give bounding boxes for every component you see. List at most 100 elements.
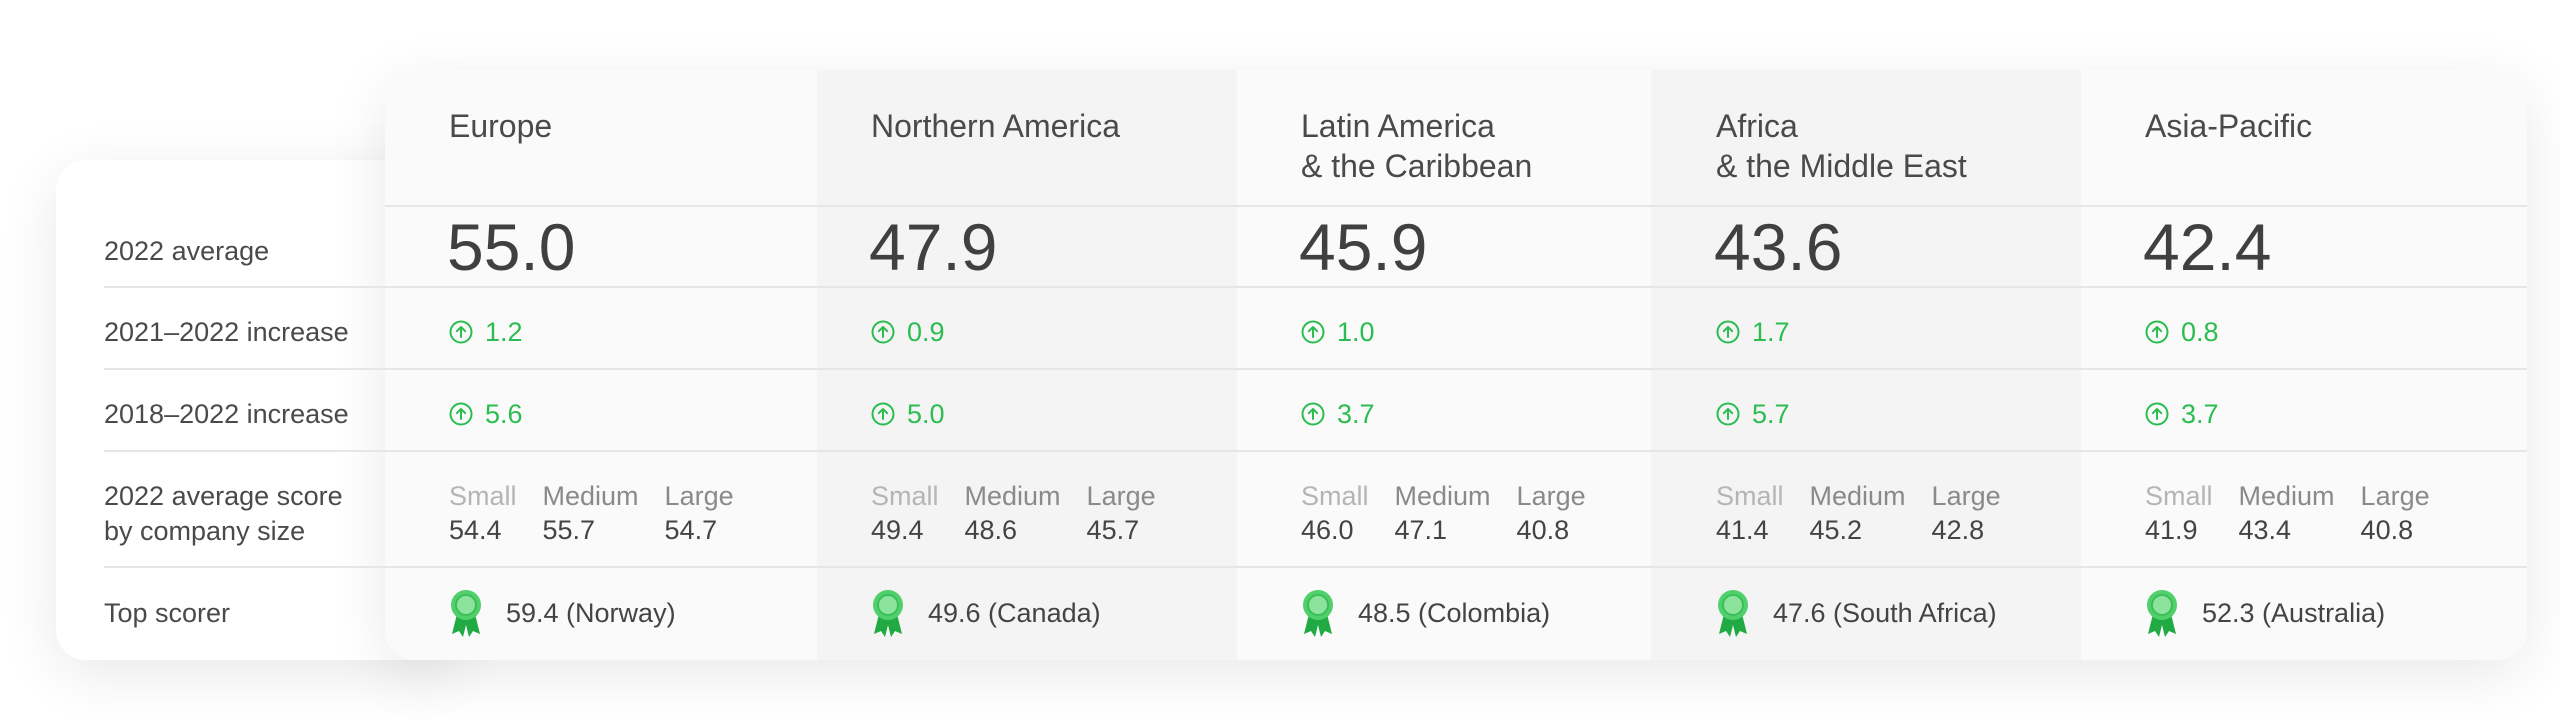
row-divider — [104, 450, 2527, 452]
size-label-large: Large — [2360, 481, 2430, 511]
arrow-up-circle-icon — [871, 320, 895, 344]
increase-value: 3.7 — [1337, 398, 1375, 429]
column-northern-america-bg — [817, 70, 1237, 660]
increase-value: 3.7 — [2181, 398, 2219, 429]
increase-2021-2022: 1.2 — [449, 314, 523, 350]
award-ribbon-icon — [451, 590, 481, 637]
arrow-up-circle-icon — [871, 402, 895, 426]
award-ribbon-icon — [1303, 590, 1333, 637]
increase-value: 0.8 — [2181, 316, 2219, 347]
row-divider — [104, 566, 2527, 568]
size-label-small: Small — [1301, 481, 1369, 511]
company-size-scores: Small 41.9 Medium 43.4 Large 40.8 — [2145, 479, 2430, 547]
column-asia-pacific-bg — [2081, 70, 2527, 660]
arrow-up-circle-icon — [449, 320, 473, 344]
increase-value: 1.0 — [1337, 316, 1375, 347]
row-label-top-scorer: Top scorer — [104, 598, 231, 628]
region-2022-average: 55.0 — [447, 210, 576, 284]
award-ribbon-icon — [1718, 590, 1748, 637]
region-name-line1: Europe — [449, 108, 553, 144]
region-title: Europe — [449, 106, 552, 146]
company-size-scores: Small 49.4 Medium 48.6 Large 45.7 — [871, 479, 1156, 547]
size-value-medium: 48.6 — [964, 515, 1018, 545]
size-label-small: Small — [871, 481, 939, 511]
company-size-scores: Small 54.4 Medium 55.7 Large 54.7 — [449, 479, 734, 547]
region-name-line2: & the Middle East — [1716, 148, 1967, 184]
size-label-small: Small — [2145, 481, 2213, 511]
size-small: Small 54.4 — [449, 479, 517, 547]
size-value-small: 49.4 — [871, 515, 924, 545]
region-title: Asia-Pacific — [2145, 106, 2312, 146]
size-value-medium: 45.2 — [1809, 515, 1863, 545]
top-scorer: 59.4 (Norway) — [448, 588, 676, 638]
size-value-medium: 47.1 — [1394, 515, 1448, 545]
arrow-up-circle-icon — [2145, 320, 2169, 344]
increase-2018-2022: 5.6 — [449, 396, 523, 432]
size-large: Large 42.8 — [1932, 479, 2001, 547]
size-small: Small 46.0 — [1301, 479, 1369, 547]
arrow-up-circle-icon — [1716, 320, 1740, 344]
size-value-large: 40.8 — [2360, 515, 2414, 545]
size-large: Large 40.8 — [2361, 479, 2430, 547]
top-scorer: 52.3 (Australia) — [2144, 588, 2385, 638]
increase-2018-2022: 5.7 — [1716, 396, 1790, 432]
size-label-small: Small — [449, 481, 517, 511]
top-scorer: 47.6 (South Africa) — [1715, 588, 1997, 638]
column-africa-bg — [1651, 70, 2081, 660]
top-scorer-value: 48.5 (Colombia) — [1358, 597, 1551, 628]
increase-value: 1.2 — [485, 316, 523, 347]
size-large: Large 40.8 — [1517, 479, 1586, 547]
arrow-up-circle-icon — [1301, 320, 1325, 344]
arrow-up-circle-icon — [2145, 402, 2169, 426]
arrow-up-circle-icon — [1716, 402, 1740, 426]
arrow-up-circle-icon — [1301, 402, 1325, 426]
top-scorer-value: 52.3 (Australia) — [2202, 597, 2386, 628]
region-name-line1: Asia-Pacific — [2145, 108, 2313, 144]
top-scorer-value: 47.6 (South Africa) — [1773, 597, 1997, 628]
row-label-company-size-line1: 2022 average score — [104, 481, 343, 511]
region-title: Northern America — [871, 106, 1120, 146]
row-label-2018-2022-increase: 2018–2022 increase — [104, 399, 349, 429]
increase-2018-2022: 3.7 — [1301, 396, 1375, 432]
award-ribbon-icon — [2147, 590, 2177, 637]
increase-2021-2022: 1.7 — [1716, 314, 1790, 350]
company-size-scores: Small 41.4 Medium 45.2 Large 42.8 — [1716, 479, 2001, 547]
size-small: Small 41.9 — [2145, 479, 2213, 547]
size-large: Large 45.7 — [1087, 479, 1156, 547]
increase-value: 5.0 — [907, 398, 945, 429]
increase-2021-2022: 0.8 — [2145, 314, 2219, 350]
row-label-company-size-line2: by company size — [104, 516, 306, 546]
increase-value: 5.7 — [1752, 398, 1790, 429]
size-medium: Medium 55.7 — [543, 479, 639, 547]
award-ribbon-icon — [873, 590, 903, 637]
column-latin-america-bg — [1237, 70, 1651, 660]
region-name-line2: & the Caribbean — [1301, 148, 1533, 184]
region-name-line1: Latin America — [1301, 108, 1495, 144]
region-2022-average: 42.4 — [2143, 210, 2272, 284]
region-2022-average: 43.6 — [1714, 210, 1843, 284]
increase-value: 5.6 — [485, 398, 523, 429]
increase-2021-2022: 1.0 — [1301, 314, 1375, 350]
region-2022-average: 47.9 — [869, 210, 998, 284]
row-divider — [104, 286, 2527, 288]
increase-2018-2022: 5.0 — [871, 396, 945, 432]
size-label-large: Large — [1931, 481, 2001, 511]
company-size-scores: Small 46.0 Medium 47.1 Large 40.8 — [1301, 479, 1586, 547]
arrow-up-circle-icon — [449, 402, 473, 426]
top-scorer: 48.5 (Colombia) — [1300, 588, 1550, 638]
size-value-large: 42.8 — [1931, 515, 1985, 545]
size-value-small: 46.0 — [1301, 515, 1354, 545]
region-2022-average: 45.9 — [1299, 210, 1428, 284]
region-title: Africa & the Middle East — [1716, 106, 1967, 186]
increase-value: 0.9 — [907, 316, 945, 347]
row-divider — [104, 368, 2527, 370]
increase-2021-2022: 0.9 — [871, 314, 945, 350]
header-divider — [385, 205, 2527, 207]
size-label-small: Small — [1716, 481, 1784, 511]
row-label-2022-average: 2022 average — [104, 236, 270, 266]
size-label-medium: Medium — [1394, 481, 1491, 511]
size-label-large: Large — [664, 481, 734, 511]
increase-2018-2022: 3.7 — [2145, 396, 2219, 432]
region-name-line1: Africa — [1716, 108, 1798, 144]
